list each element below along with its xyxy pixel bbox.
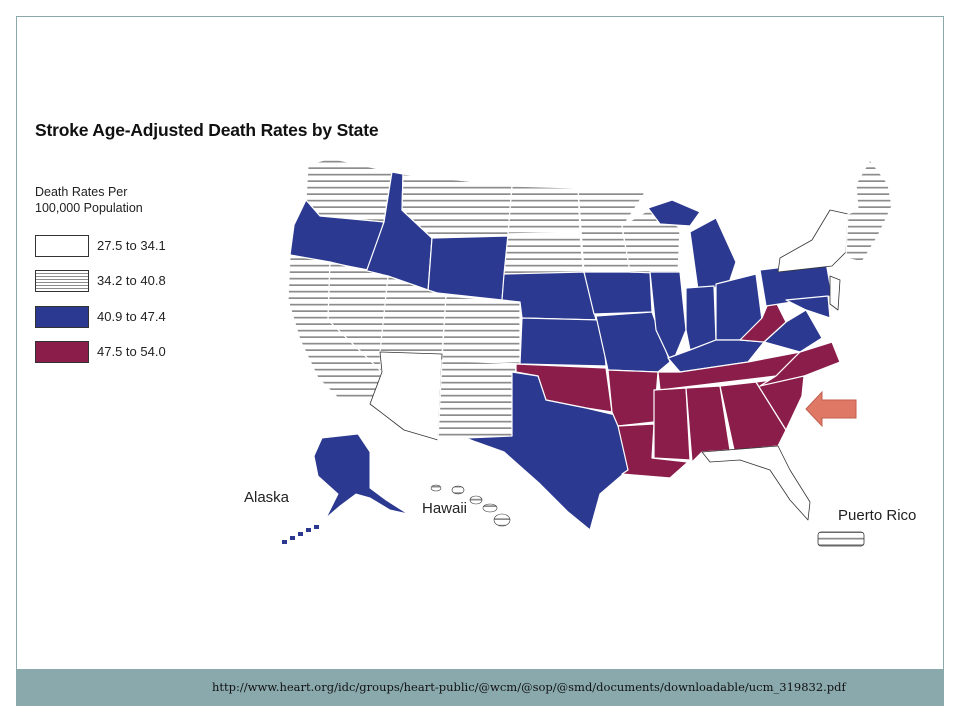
- state-wyoming: [427, 235, 509, 301]
- state-texas: [465, 371, 629, 531]
- state-missouri: [595, 311, 671, 373]
- state-mississippi: [653, 387, 691, 461]
- legend-label: 34.2 to 40.8: [97, 273, 166, 288]
- legend-heading-line2: 100,000 Population: [35, 201, 143, 215]
- state-arkansas: [607, 369, 659, 427]
- state-arizona: [369, 351, 443, 441]
- map-title: Stroke Age-Adjusted Death Rates by State: [35, 120, 379, 140]
- legend-heading: Death Rates Per 100,000 Population: [35, 184, 143, 216]
- puerto-rico-label: Puerto Rico: [838, 507, 917, 524]
- legend-swatch-blue: [35, 306, 89, 328]
- legend-swatch-maroon: [35, 341, 89, 363]
- puerto-rico-shape: [817, 531, 865, 547]
- alaska-label: Alaska: [244, 489, 290, 506]
- state-hawaii: [430, 484, 511, 527]
- legend-label: 27.5 to 34.1: [97, 238, 166, 253]
- state-west-virginia: [739, 293, 787, 343]
- state-illinois: [649, 271, 687, 365]
- legend-label: 47.5 to 54.0: [97, 344, 166, 359]
- state-washington: [305, 157, 393, 223]
- legend-label: 40.9 to 47.4: [97, 309, 166, 324]
- state-north-dakota: [507, 185, 581, 235]
- state-new-york: [777, 209, 849, 273]
- state-new-england: [845, 159, 893, 263]
- state-kansas: [519, 317, 607, 367]
- footer-bar: [16, 669, 944, 706]
- state-indiana: [685, 285, 717, 351]
- state-georgia: [719, 381, 787, 451]
- state-michigan: [689, 217, 737, 291]
- state-iowa: [583, 271, 653, 315]
- state-colorado: [441, 295, 521, 365]
- state-maryland: [785, 295, 831, 319]
- state-alaska: [313, 433, 409, 519]
- legend-heading-line1: Death Rates Per: [35, 185, 128, 199]
- source-link[interactable]: http://www.heart.org/idc/groups/heart-pu…: [212, 680, 846, 694]
- legend-swatch-hatched: [35, 270, 89, 292]
- hawaii-label: Hawaii: [422, 500, 468, 517]
- state-new-jersey: [829, 275, 841, 311]
- state-michigan-up: [647, 199, 701, 227]
- state-new-mexico: [437, 359, 517, 441]
- alaska-islands: [282, 525, 319, 544]
- legend-swatch-white: [35, 235, 89, 257]
- highlight-arrow: [805, 390, 857, 428]
- state-florida: [701, 445, 811, 521]
